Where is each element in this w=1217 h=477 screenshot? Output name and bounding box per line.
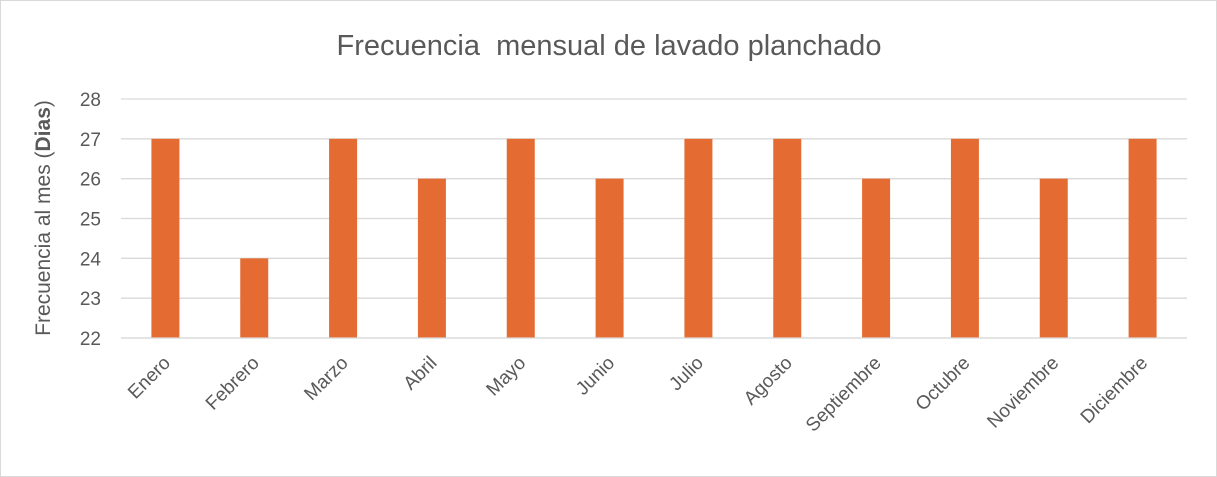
bar-enero [151, 138, 180, 338]
bars [151, 138, 1157, 338]
y-tick-label: 24 [80, 249, 102, 270]
x-tick-label: Septiembre [802, 353, 886, 437]
x-tick-label: Agosto [740, 353, 797, 410]
bar-diciembre [1128, 138, 1157, 338]
bar-mayo [506, 138, 535, 338]
x-tick-label: Octubre [912, 353, 975, 416]
bar-agosto [773, 138, 802, 338]
y-tick-label: 27 [80, 130, 101, 151]
x-axis-tick-labels: Enero Febrero Marzo Abril Mayo Junio Julio Agos… [124, 353, 1152, 437]
y-axis-tick-labels: 22 23 24 25 26 27 28 [80, 90, 102, 350]
y-axis-label-prefix: Frecuencia al mes ( [32, 151, 55, 335]
x-tick-label: Marzo [300, 353, 352, 405]
y-axis-label: Frecuencia al mes (Dias) [32, 100, 55, 336]
x-tick-label: Enero [124, 353, 175, 404]
x-tick-label: Febrero [202, 353, 264, 415]
x-tick-label: Julio [665, 353, 707, 395]
gridlines [121, 98, 1187, 339]
y-tick-label: 22 [80, 329, 101, 350]
y-tick-label: 25 [80, 210, 101, 231]
x-tick-label: Mayo [483, 353, 531, 401]
bar-septiembre [862, 178, 891, 338]
y-tick-label: 26 [80, 170, 101, 191]
bar-marzo [329, 138, 358, 338]
y-axis-label-unit: Dias [32, 107, 55, 151]
x-tick-label: Junio [572, 353, 619, 400]
bar-octubre [950, 138, 979, 338]
bar-febrero [240, 258, 269, 338]
chart-title: Frecuencia mensual de lavado planchado [337, 30, 882, 62]
x-tick-label: Diciembre [1077, 353, 1152, 428]
y-axis-label-suffix: ) [32, 100, 55, 107]
bar-noviembre [1039, 178, 1068, 338]
bar-junio [595, 178, 624, 338]
x-tick-label: Noviembre [983, 353, 1063, 433]
x-tick-label: Abril [400, 353, 442, 395]
y-tick-label: 23 [80, 289, 101, 310]
y-tick-label: 28 [80, 90, 101, 111]
bar-abril [417, 178, 446, 338]
bar-julio [684, 138, 713, 338]
